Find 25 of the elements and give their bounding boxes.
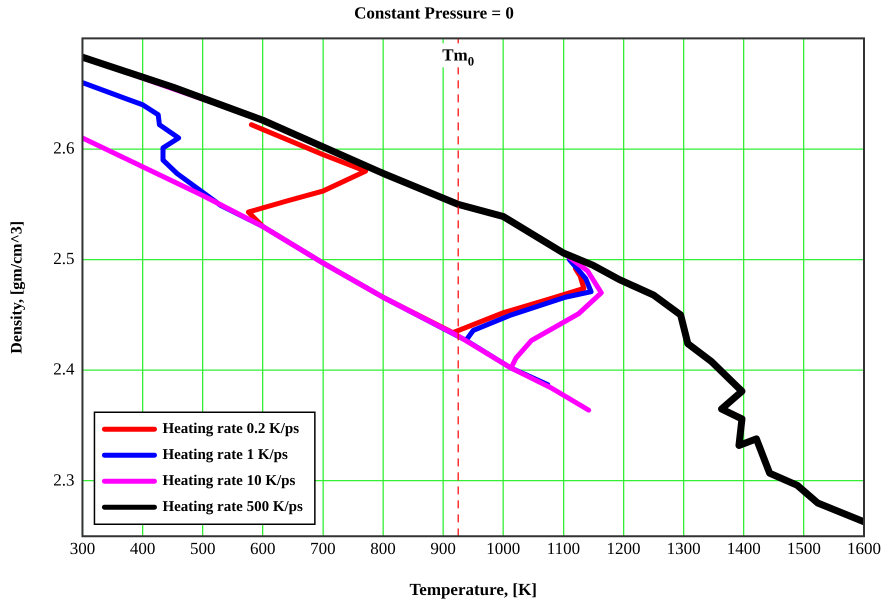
x-tick-label: 300 [70, 538, 96, 558]
x-tick-label: 900 [430, 538, 456, 558]
x-tick-label: 1400 [726, 538, 761, 558]
x-tick-label: 800 [370, 538, 396, 558]
legend-label: Heating rate 0.2 K/ps [162, 421, 300, 438]
y-tick-label: 2.3 [53, 470, 74, 490]
y-tick-label: 2.6 [53, 138, 74, 158]
y-axis-title: Density, [gm/cm^3] [8, 220, 26, 354]
chart-title: Constant Pressure = 0 [354, 4, 514, 23]
y-tick-label: 2.5 [53, 249, 74, 268]
x-tick-label: 500 [190, 538, 216, 558]
x-tick-label: 700 [310, 538, 336, 558]
x-tick-label: 1500 [786, 538, 821, 558]
legend-label: Heating rate 1 K/ps [162, 447, 288, 464]
x-tick-label: 1600 [847, 538, 881, 558]
x-axis-title: Temperature, [K] [409, 580, 537, 600]
x-tick-label: 1100 [546, 538, 580, 558]
x-tick-label: 1300 [666, 538, 701, 558]
x-tick-label: 400 [130, 538, 156, 558]
x-tick-label: 1200 [606, 538, 641, 558]
legend-label: Heating rate 10 K/ps [162, 473, 296, 490]
x-tick-label: 1000 [486, 538, 520, 558]
y-tick-label: 2.4 [53, 360, 75, 379]
legend-label: Heating rate 500 K/ps [162, 499, 304, 516]
x-tick-label: 600 [250, 538, 276, 558]
